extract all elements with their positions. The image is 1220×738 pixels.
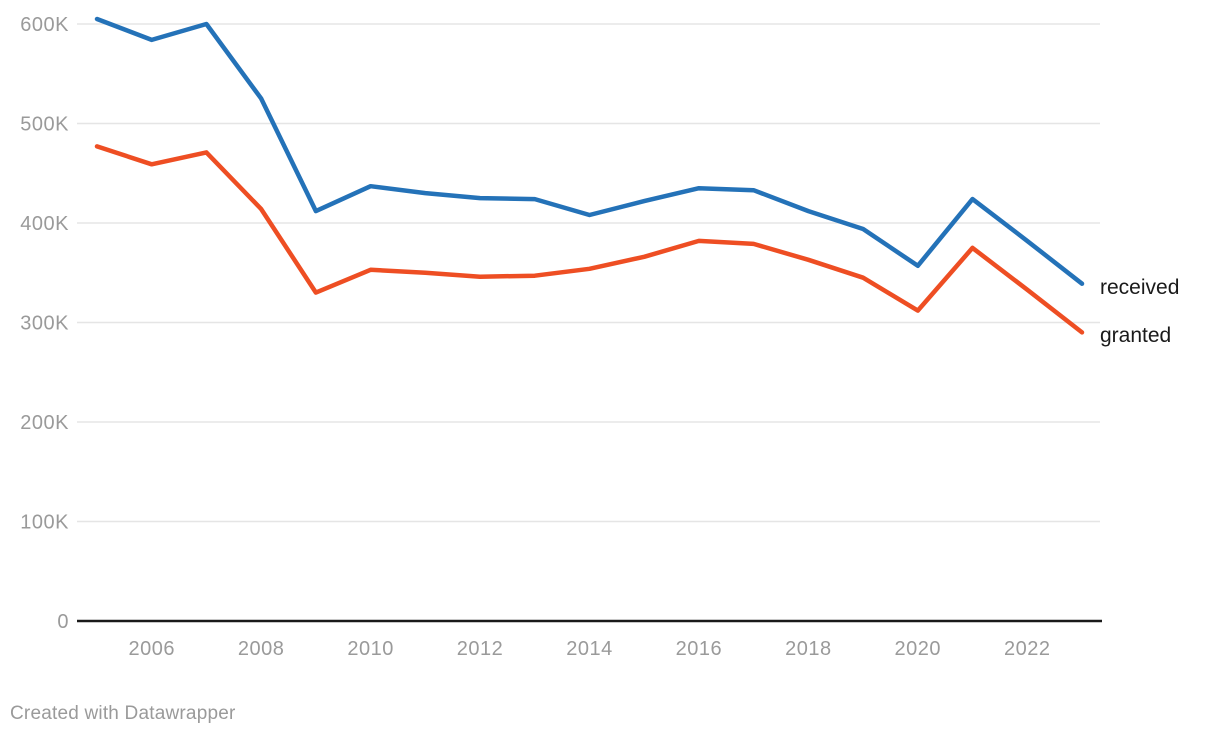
x-tick-label: 2022: [1004, 638, 1051, 660]
series-line-received: [94, 16, 1085, 286]
x-tick-label: 2012: [457, 638, 504, 660]
datawrapper-credit: Created with Datawrapper: [10, 703, 236, 724]
x-tick-label: 2016: [676, 638, 723, 660]
series-line-granted: [94, 144, 1085, 335]
x-tick-label: 2014: [566, 638, 613, 660]
x-tick-label: 2006: [128, 638, 175, 660]
x-tick-label: 2020: [895, 638, 942, 660]
series-label-received: received: [1100, 275, 1180, 299]
x-tick-label: 2018: [785, 638, 832, 660]
y-tick-label: 300K: [20, 313, 69, 335]
x-tick-label: 2010: [347, 638, 394, 660]
y-tick-label: 600K: [20, 14, 69, 36]
y-tick-label: 500K: [20, 114, 69, 136]
y-tick-label: 400K: [20, 213, 69, 235]
y-tick-label: 100K: [20, 512, 69, 534]
series-label-granted: granted: [1100, 324, 1172, 348]
chart-canvas: 0 100K 200K 300K 400K 500K 600K 2006 2008 2010 201…: [20, 14, 1102, 660]
y-tick-label: 200K: [20, 412, 69, 434]
y-tick-label: 0: [57, 611, 69, 633]
x-tick-label: 2008: [238, 638, 285, 660]
